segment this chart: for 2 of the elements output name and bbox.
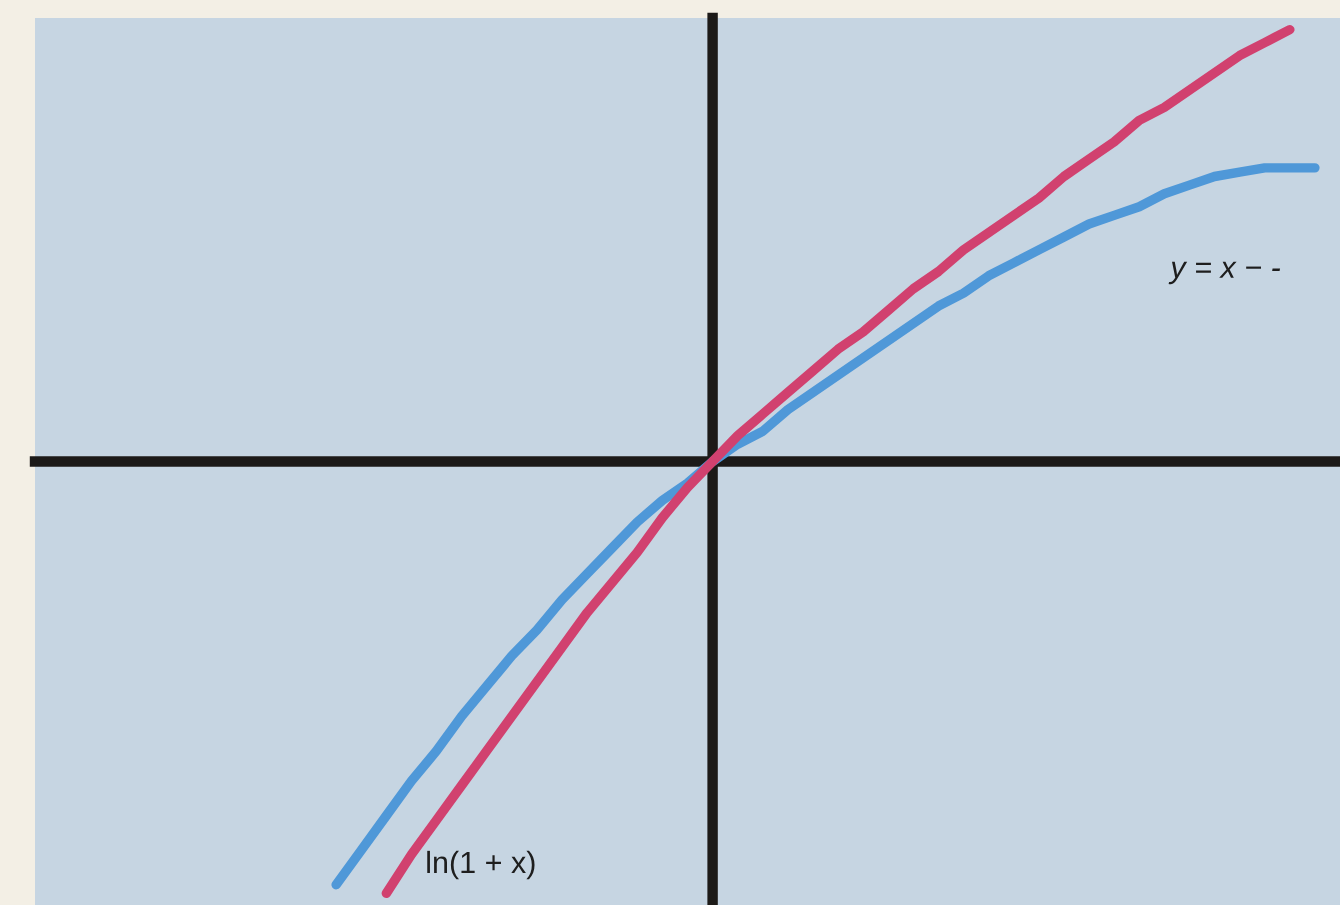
series-label: ln(1 + x) — [427, 850, 535, 880]
text: y = x − - — [1168, 261, 1281, 285]
